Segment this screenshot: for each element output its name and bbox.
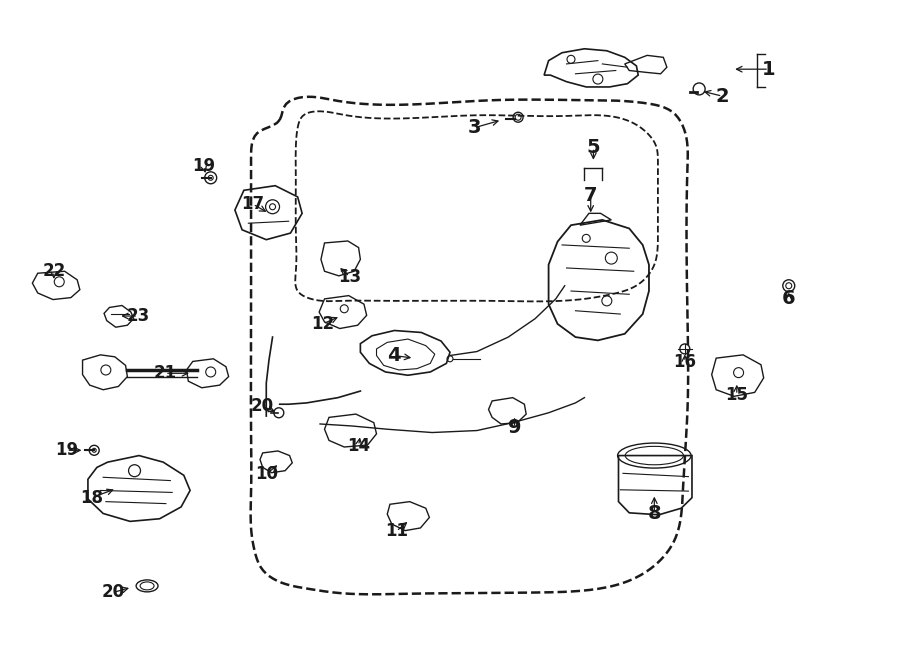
Text: 5: 5 xyxy=(587,138,600,157)
Text: 15: 15 xyxy=(725,386,748,404)
Text: 6: 6 xyxy=(782,290,796,309)
Text: 19: 19 xyxy=(192,157,215,175)
Text: 18: 18 xyxy=(80,488,103,507)
Text: 19: 19 xyxy=(55,442,78,459)
Text: 4: 4 xyxy=(387,346,400,365)
Text: 17: 17 xyxy=(241,195,265,213)
Text: 22: 22 xyxy=(42,262,66,280)
Text: 20: 20 xyxy=(102,584,124,602)
Text: 20: 20 xyxy=(250,397,274,415)
Text: 14: 14 xyxy=(347,437,370,455)
Text: 1: 1 xyxy=(762,59,776,79)
Text: 7: 7 xyxy=(584,186,598,205)
Text: 16: 16 xyxy=(673,353,697,371)
Text: 3: 3 xyxy=(467,118,481,137)
Text: 23: 23 xyxy=(127,307,149,325)
Text: 9: 9 xyxy=(508,418,521,438)
Text: 13: 13 xyxy=(338,268,361,286)
Text: 12: 12 xyxy=(311,315,334,333)
Text: 8: 8 xyxy=(647,504,662,523)
Text: 21: 21 xyxy=(153,364,176,382)
Text: 10: 10 xyxy=(255,465,278,483)
Text: 2: 2 xyxy=(716,87,729,106)
Text: 11: 11 xyxy=(384,522,408,540)
